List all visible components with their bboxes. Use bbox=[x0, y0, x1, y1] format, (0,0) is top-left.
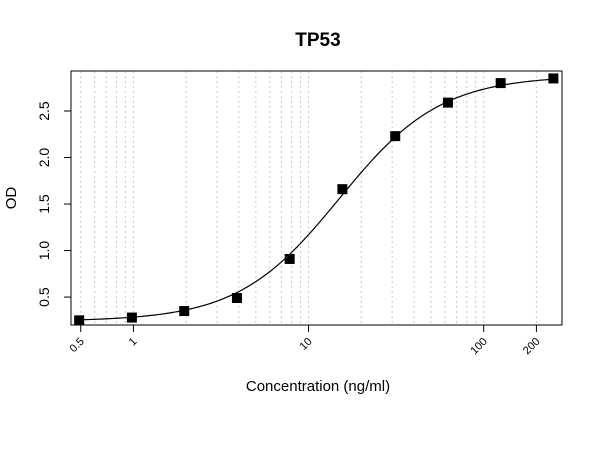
x-tick-label: 100 bbox=[468, 336, 489, 357]
y-tick-label: 0.5 bbox=[36, 287, 52, 307]
y-tick-label: 1.0 bbox=[36, 241, 52, 261]
x-tick-label: 1 bbox=[127, 336, 140, 349]
x-axis: 0.5 1 10 100 200 bbox=[68, 325, 543, 357]
plot-frame bbox=[70, 70, 563, 326]
data-point bbox=[548, 73, 559, 84]
chart-title: TP53 bbox=[295, 30, 340, 51]
grid-lines bbox=[80, 71, 537, 325]
data-point bbox=[442, 97, 453, 108]
x-tick-label: 200 bbox=[521, 336, 542, 357]
x-axis-label: Concentration (ng/ml) bbox=[246, 378, 390, 395]
data-point bbox=[126, 312, 137, 323]
y-tick-label: 2.0 bbox=[36, 148, 52, 168]
fit-curve bbox=[79, 78, 554, 321]
data-point bbox=[495, 78, 506, 89]
data-point bbox=[231, 293, 242, 304]
y-axis: 0.5 1.0 1.5 2.0 2.5 bbox=[36, 101, 71, 307]
data-point bbox=[337, 184, 348, 195]
data-points bbox=[74, 73, 559, 326]
x-tick-label: 0.5 bbox=[68, 336, 87, 355]
y-tick-label: 1.5 bbox=[36, 194, 52, 214]
data-point bbox=[74, 315, 85, 326]
data-point bbox=[284, 253, 295, 264]
y-axis-label: OD bbox=[3, 187, 20, 210]
data-point bbox=[179, 306, 190, 317]
y-tick-label: 2.5 bbox=[36, 101, 52, 121]
x-tick-label: 10 bbox=[298, 336, 315, 353]
data-point bbox=[390, 131, 401, 142]
